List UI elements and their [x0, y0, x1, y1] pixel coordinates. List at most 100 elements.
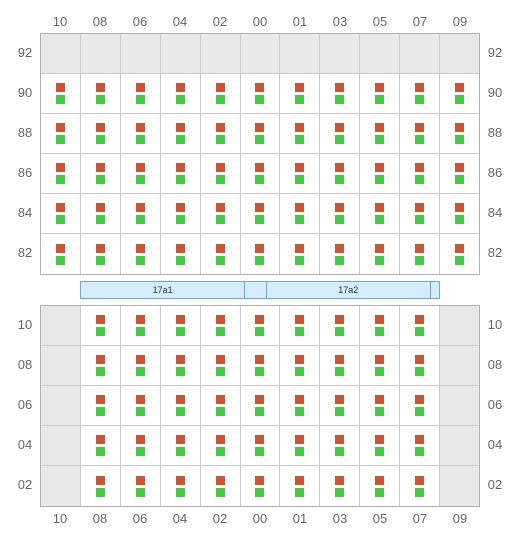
column-label: 02	[200, 507, 240, 530]
indicator-bottom	[295, 327, 304, 336]
indicator-top	[176, 83, 185, 92]
cell-filled	[121, 154, 161, 193]
indicator-bottom	[335, 488, 344, 497]
indicator-bottom	[375, 407, 384, 416]
indicator-bottom	[216, 215, 225, 224]
grid-row	[41, 154, 479, 194]
row-label-right: 10	[480, 305, 510, 345]
indicator-top	[415, 435, 424, 444]
cell-filled	[81, 234, 121, 274]
indicator-top	[295, 315, 304, 324]
cell-filled	[201, 466, 241, 506]
cell-filled	[440, 194, 479, 233]
indicator-top	[375, 395, 384, 404]
column-label: 06	[120, 507, 160, 530]
indicator-top	[96, 355, 105, 364]
column-label: 05	[360, 10, 400, 33]
cell-filled	[41, 194, 81, 233]
indicator-bottom	[335, 175, 344, 184]
indicator-top	[255, 83, 264, 92]
indicator-top	[216, 123, 225, 132]
indicator-top	[136, 163, 145, 172]
cell-filled	[280, 306, 320, 345]
indicator-top	[216, 203, 225, 212]
indicator-bottom	[136, 327, 145, 336]
cell-filled	[161, 346, 201, 385]
indicator-top	[295, 395, 304, 404]
indicator-top	[375, 83, 384, 92]
indicator-top	[255, 315, 264, 324]
indicator-top	[375, 435, 384, 444]
cell-filled	[201, 386, 241, 425]
cell-empty	[201, 34, 241, 73]
indicator-bottom	[255, 407, 264, 416]
indicator-bottom	[335, 327, 344, 336]
cell-filled	[241, 306, 281, 345]
indicator-top	[415, 315, 424, 324]
cell-filled	[161, 386, 201, 425]
cell-filled	[241, 154, 281, 193]
indicator-bottom	[295, 135, 304, 144]
indicator-bottom	[415, 488, 424, 497]
indicator-bottom	[455, 215, 464, 224]
column-label: 10	[40, 10, 80, 33]
indicator-bottom	[255, 215, 264, 224]
indicator-bottom	[136, 95, 145, 104]
cell-filled	[440, 114, 479, 153]
cell-empty	[440, 386, 479, 425]
middle-seg-3: 17a2	[267, 282, 431, 298]
cell-filled	[280, 234, 320, 274]
indicator-bottom	[375, 256, 384, 265]
indicator-top	[216, 355, 225, 364]
indicator-top	[136, 244, 145, 253]
indicator-bottom	[375, 135, 384, 144]
indicator-top	[176, 203, 185, 212]
indicator-bottom	[136, 135, 145, 144]
cell-empty	[440, 426, 479, 465]
indicator-top	[96, 395, 105, 404]
indicator-top	[335, 203, 344, 212]
cell-empty	[41, 306, 81, 345]
indicator-top	[295, 123, 304, 132]
cell-filled	[81, 346, 121, 385]
cell-filled	[400, 114, 440, 153]
indicator-bottom	[216, 447, 225, 456]
cell-filled	[121, 194, 161, 233]
indicator-bottom	[455, 95, 464, 104]
indicator-top	[56, 83, 65, 92]
cell-filled	[280, 466, 320, 506]
indicator-top	[295, 355, 304, 364]
indicator-bottom	[295, 447, 304, 456]
indicator-bottom	[375, 215, 384, 224]
grid-row	[41, 466, 479, 506]
indicator-bottom	[176, 215, 185, 224]
cell-filled	[241, 346, 281, 385]
cell-filled	[440, 234, 479, 274]
column-label: 09	[440, 507, 480, 530]
cell-empty	[121, 34, 161, 73]
indicator-bottom	[255, 135, 264, 144]
cell-empty	[320, 34, 360, 73]
cell-filled	[360, 234, 400, 274]
indicator-top	[335, 163, 344, 172]
indicator-bottom	[176, 488, 185, 497]
column-label: 03	[320, 10, 360, 33]
indicator-bottom	[335, 215, 344, 224]
indicator-bottom	[335, 367, 344, 376]
indicator-bottom	[96, 407, 105, 416]
column-label: 08	[80, 507, 120, 530]
column-label: 01	[280, 507, 320, 530]
indicator-bottom	[375, 447, 384, 456]
row-label-left: 08	[10, 345, 40, 385]
cell-filled	[360, 346, 400, 385]
cell-empty	[41, 426, 81, 465]
cell-filled	[400, 74, 440, 113]
cell-filled	[280, 194, 320, 233]
cell-filled	[81, 74, 121, 113]
indicator-bottom	[335, 256, 344, 265]
cell-filled	[400, 386, 440, 425]
cell-filled	[201, 194, 241, 233]
indicator-bottom	[216, 327, 225, 336]
indicator-top	[415, 83, 424, 92]
middle-seg-1: 17a1	[81, 282, 245, 298]
